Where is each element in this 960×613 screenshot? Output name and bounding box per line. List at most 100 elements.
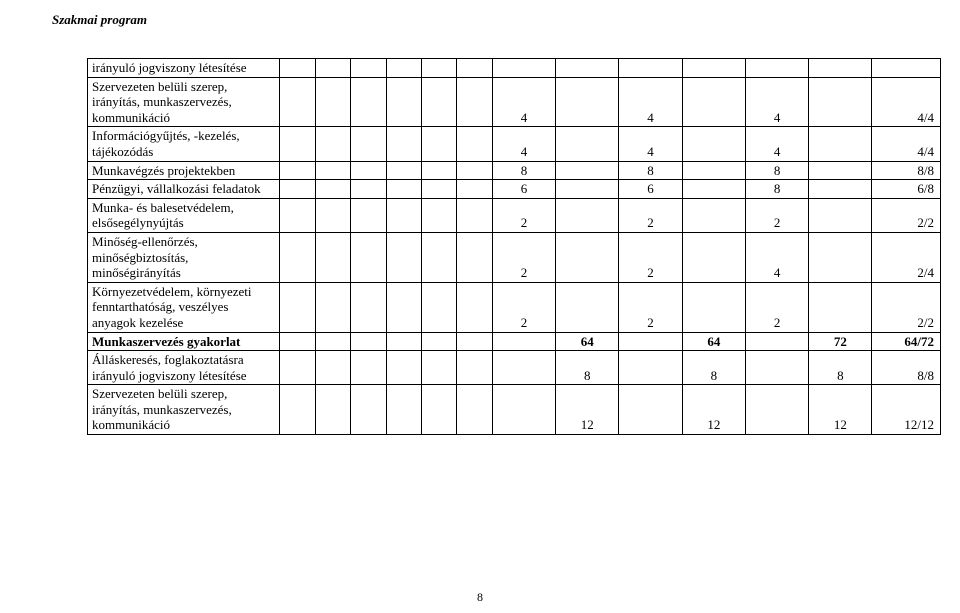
empty-cell — [386, 198, 421, 232]
value-cell — [682, 198, 745, 232]
value-cell: 4 — [745, 127, 808, 161]
summary-cell: 2/2 — [872, 198, 941, 232]
value-cell — [619, 351, 682, 385]
empty-cell — [351, 180, 386, 199]
empty-cell — [280, 232, 315, 282]
empty-cell — [351, 77, 386, 127]
table-row: Munkavégzés projektekben8888/8 — [88, 161, 941, 180]
empty-cell — [422, 282, 457, 332]
value-cell — [619, 332, 682, 351]
empty-cell — [422, 385, 457, 435]
row-label: Minőség-ellenőrzés, minőségbiztosítás, m… — [88, 232, 280, 282]
value-cell — [682, 59, 745, 78]
value-cell: 8 — [745, 161, 808, 180]
row-label: Munkaszervezés gyakorlat — [88, 332, 280, 351]
empty-cell — [422, 198, 457, 232]
empty-cell — [351, 59, 386, 78]
value-cell: 4 — [619, 127, 682, 161]
empty-cell — [457, 127, 492, 161]
value-cell — [809, 77, 872, 127]
empty-cell — [386, 59, 421, 78]
empty-cell — [315, 127, 350, 161]
summary-cell: 8/8 — [872, 351, 941, 385]
value-cell — [556, 282, 619, 332]
value-cell — [556, 180, 619, 199]
empty-cell — [422, 351, 457, 385]
value-cell — [682, 232, 745, 282]
row-label: Munka- és balesetvédelem, elsősegélynyúj… — [88, 198, 280, 232]
summary-cell: 64/72 — [872, 332, 941, 351]
empty-cell — [422, 127, 457, 161]
summary-cell — [872, 59, 941, 78]
value-cell — [682, 77, 745, 127]
value-cell: 2 — [619, 282, 682, 332]
empty-cell — [457, 232, 492, 282]
value-cell — [556, 198, 619, 232]
value-cell: 8 — [619, 161, 682, 180]
value-cell: 8 — [809, 351, 872, 385]
summary-cell: 12/12 — [872, 385, 941, 435]
value-cell — [492, 385, 555, 435]
value-cell — [556, 77, 619, 127]
row-label: Álláskeresés, foglakoztatásra irányuló j… — [88, 351, 280, 385]
empty-cell — [351, 282, 386, 332]
table-row: Álláskeresés, foglakoztatásra irányuló j… — [88, 351, 941, 385]
empty-cell — [280, 161, 315, 180]
value-cell — [809, 59, 872, 78]
empty-cell — [386, 282, 421, 332]
empty-cell — [422, 180, 457, 199]
value-cell — [745, 385, 808, 435]
summary-cell: 2/4 — [872, 232, 941, 282]
value-cell: 4 — [619, 77, 682, 127]
empty-cell — [315, 198, 350, 232]
value-cell — [809, 161, 872, 180]
curriculum-table: irányuló jogviszony létesítéseSzervezete… — [87, 58, 941, 435]
value-cell — [745, 332, 808, 351]
empty-cell — [351, 161, 386, 180]
empty-cell — [351, 351, 386, 385]
empty-cell — [386, 332, 421, 351]
value-cell: 12 — [809, 385, 872, 435]
empty-cell — [280, 127, 315, 161]
empty-cell — [457, 282, 492, 332]
page-number: 8 — [477, 590, 483, 605]
empty-cell — [315, 161, 350, 180]
empty-cell — [457, 351, 492, 385]
value-cell — [809, 198, 872, 232]
value-cell: 4 — [745, 77, 808, 127]
value-cell: 6 — [619, 180, 682, 199]
row-label: Információgyűjtés, -kezelés, tájékozódás — [88, 127, 280, 161]
table-row: Munka- és balesetvédelem, elsősegélynyúj… — [88, 198, 941, 232]
value-cell: 2 — [619, 198, 682, 232]
value-cell: 2 — [492, 232, 555, 282]
row-label: Szervezeten belüli szerep, irányítás, mu… — [88, 77, 280, 127]
value-cell: 12 — [556, 385, 619, 435]
empty-cell — [457, 180, 492, 199]
empty-cell — [280, 180, 315, 199]
empty-cell — [280, 198, 315, 232]
value-cell — [619, 59, 682, 78]
empty-cell — [280, 282, 315, 332]
empty-cell — [386, 351, 421, 385]
row-label: Szervezeten belüli szerep, irányítás, mu… — [88, 385, 280, 435]
value-cell — [682, 161, 745, 180]
value-cell — [809, 180, 872, 199]
value-cell — [682, 127, 745, 161]
value-cell — [556, 127, 619, 161]
table-row: Pénzügyi, vállalkozási feladatok6686/8 — [88, 180, 941, 199]
value-cell: 2 — [619, 232, 682, 282]
value-cell — [809, 282, 872, 332]
empty-cell — [422, 332, 457, 351]
value-cell — [682, 282, 745, 332]
value-cell — [619, 385, 682, 435]
empty-cell — [315, 180, 350, 199]
summary-cell: 2/2 — [872, 282, 941, 332]
value-cell: 2 — [745, 198, 808, 232]
empty-cell — [386, 127, 421, 161]
table-row: Információgyűjtés, -kezelés, tájékozódás… — [88, 127, 941, 161]
empty-cell — [422, 232, 457, 282]
value-cell: 12 — [682, 385, 745, 435]
empty-cell — [315, 351, 350, 385]
value-cell: 64 — [556, 332, 619, 351]
empty-cell — [315, 59, 350, 78]
